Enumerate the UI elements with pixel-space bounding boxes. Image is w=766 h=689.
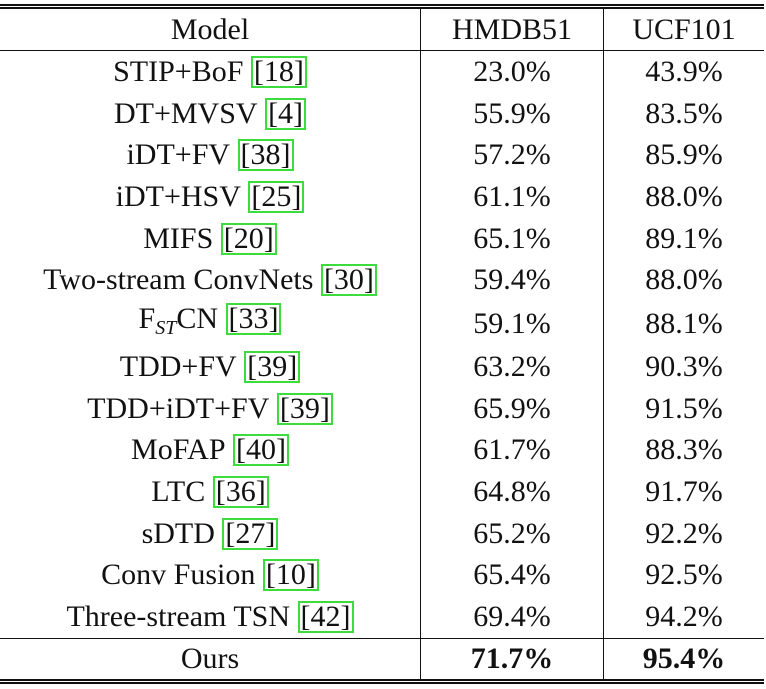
model-cell: TDD+FV [39]	[0, 346, 421, 388]
table-row: DT+MVSV [4] 55.9% 83.5%	[0, 92, 764, 135]
table-body: STIP+BoF [18] 23.0% 43.9% DT+MVSV [4] 55.9% 8…	[0, 50, 764, 682]
model-cell: DT+MVSV [4]	[0, 92, 421, 135]
table-row: Conv Fusion [10] 65.4% 92.5%	[0, 554, 764, 597]
model-cell: TDD+iDT+FV [39]	[0, 387, 421, 430]
model-name: iDT+HSV	[115, 179, 241, 213]
table-row: STIP+BoF [18] 23.0% 43.9%	[0, 50, 764, 93]
table-row: iDT+FV [38] 57.2% 85.9%	[0, 134, 764, 177]
hmdb-cell: 65.2%	[420, 512, 604, 555]
table-row: FSTCN [33] 59.1% 88.1%	[0, 301, 764, 347]
hmdb-cell: 55.9%	[420, 92, 604, 135]
model-name: Conv Fusion	[101, 558, 256, 592]
header-cell: HMDB51	[420, 6, 604, 51]
ucf-cell: 88.0%	[645, 179, 723, 213]
hmdb-cell: 59.1%	[420, 301, 604, 347]
results-table: Model HMDB51 UCF101 STIP+BoF [18] 23.0% 43…	[0, 4, 764, 684]
table-row: sDTD [27] 65.2% 92.2%	[0, 512, 764, 555]
ucf-cell: 90.3%	[645, 349, 723, 383]
table-row: iDT+HSV [25] 61.1% 88.0%	[0, 176, 764, 218]
model-cell: Conv Fusion [10]	[0, 554, 421, 597]
model-cell: LTC [36]	[0, 471, 421, 513]
model-name: MoFAP	[131, 433, 226, 467]
citation: [38]	[237, 139, 294, 172]
ucf-cell: 43.9%	[645, 54, 723, 88]
model-cell: FSTCN [33]	[0, 301, 421, 347]
ucf-cell: 92.5%	[645, 558, 723, 592]
ucf-cell: 91.7%	[645, 475, 723, 509]
hmdb-cell: 63.2%	[420, 346, 604, 388]
table-row: Three-stream TSN [42] 69.4% 94.2%	[0, 596, 764, 639]
ucf-cell: 88.3%	[645, 433, 723, 467]
hmdb-cell: 61.7%	[420, 429, 604, 472]
header-row: Model HMDB51 UCF101	[0, 6, 764, 51]
hmdb-cell: 57.2%	[420, 134, 604, 177]
model-name: iDT+FV	[126, 138, 231, 172]
citation: [18]	[250, 55, 307, 88]
model-name: DT+MVSV	[113, 96, 258, 130]
ucf-cell: 92.2%	[645, 516, 723, 550]
hmdb-cell: 65.1%	[420, 217, 604, 260]
model-subscript: ST	[155, 317, 177, 340]
hmdb-cell: 64.8%	[420, 471, 604, 513]
model-name: Two-stream ConvNets	[43, 263, 314, 297]
hmdb-cell: 69.4%	[420, 596, 604, 639]
model-name: MIFS	[143, 221, 214, 255]
model-name: Three-stream TSN	[66, 600, 291, 634]
ucf-cell: 88.0%	[645, 263, 723, 297]
citation: [39]	[276, 392, 333, 425]
hmdb-cell: 61.1%	[420, 176, 604, 218]
citation: [30]	[320, 264, 377, 297]
citation: [10]	[262, 559, 319, 592]
model-cell: sDTD [27]	[0, 512, 421, 555]
table-row: TDD+iDT+FV [39] 65.9% 91.5%	[0, 387, 764, 430]
table-row: Two-stream ConvNets [30] 59.4% 88.0%	[0, 259, 764, 302]
ucf-cell: 85.9%	[645, 138, 723, 172]
table-row: LTC [36] 64.8% 91.7%	[0, 471, 764, 513]
citation: [40]	[233, 434, 289, 467]
citation: [39]	[244, 350, 301, 383]
citation: [20]	[220, 222, 277, 255]
citation: [4]	[265, 97, 307, 130]
ucf-cell: 88.1%	[645, 306, 723, 340]
model-name-rest: CN	[176, 302, 218, 336]
model-name: TDD+FV	[119, 349, 237, 383]
model-cell: Three-stream TSN [42]	[0, 596, 421, 639]
table-row: TDD+FV [39] 63.2% 90.3%	[0, 346, 764, 388]
model-name: F	[138, 302, 156, 336]
table-wrap: Model HMDB51 UCF101 STIP+BoF [18] 23.0% 43…	[0, 4, 764, 684]
header-cell: Model	[0, 6, 421, 51]
citation: [36]	[212, 476, 269, 509]
model-cell: STIP+BoF [18]	[0, 50, 421, 93]
ucf-cell: 95.4%	[603, 637, 764, 682]
hmdb-cell: 65.9%	[420, 387, 604, 430]
model-cell: MoFAP [40]	[0, 429, 421, 472]
ucf-cell: 83.5%	[645, 96, 723, 130]
ucf-cell: 94.2%	[645, 600, 723, 634]
model-cell: Ours	[0, 637, 421, 682]
hmdb-cell: 23.0%	[420, 50, 604, 93]
header-cell: UCF101	[603, 6, 764, 51]
ucf-cell: 89.1%	[645, 221, 723, 255]
citation: [42]	[297, 601, 354, 634]
model-cell: MIFS [20]	[0, 217, 421, 260]
model-name: TDD+iDT+FV	[87, 391, 270, 425]
citation: [25]	[248, 180, 305, 213]
model-cell: iDT+HSV [25]	[0, 176, 421, 218]
model-name: STIP+BoF	[113, 54, 244, 88]
model-name: sDTD	[141, 516, 215, 550]
hmdb-cell: 59.4%	[420, 259, 604, 302]
table-row: MoFAP [40] 61.7% 88.3%	[0, 429, 764, 472]
table-row: MIFS [20] 65.1% 89.1%	[0, 217, 764, 260]
citation: [33]	[225, 303, 282, 336]
ucf-cell: 91.5%	[645, 391, 723, 425]
model-cell: iDT+FV [38]	[0, 134, 421, 177]
citation: [27]	[222, 517, 279, 550]
model-cell: Two-stream ConvNets [30]	[0, 259, 421, 302]
model-name: LTC	[151, 475, 206, 509]
final-row: Ours 71.7% 95.4%	[0, 637, 764, 682]
hmdb-cell: 71.7%	[420, 637, 604, 682]
hmdb-cell: 65.4%	[420, 554, 604, 597]
